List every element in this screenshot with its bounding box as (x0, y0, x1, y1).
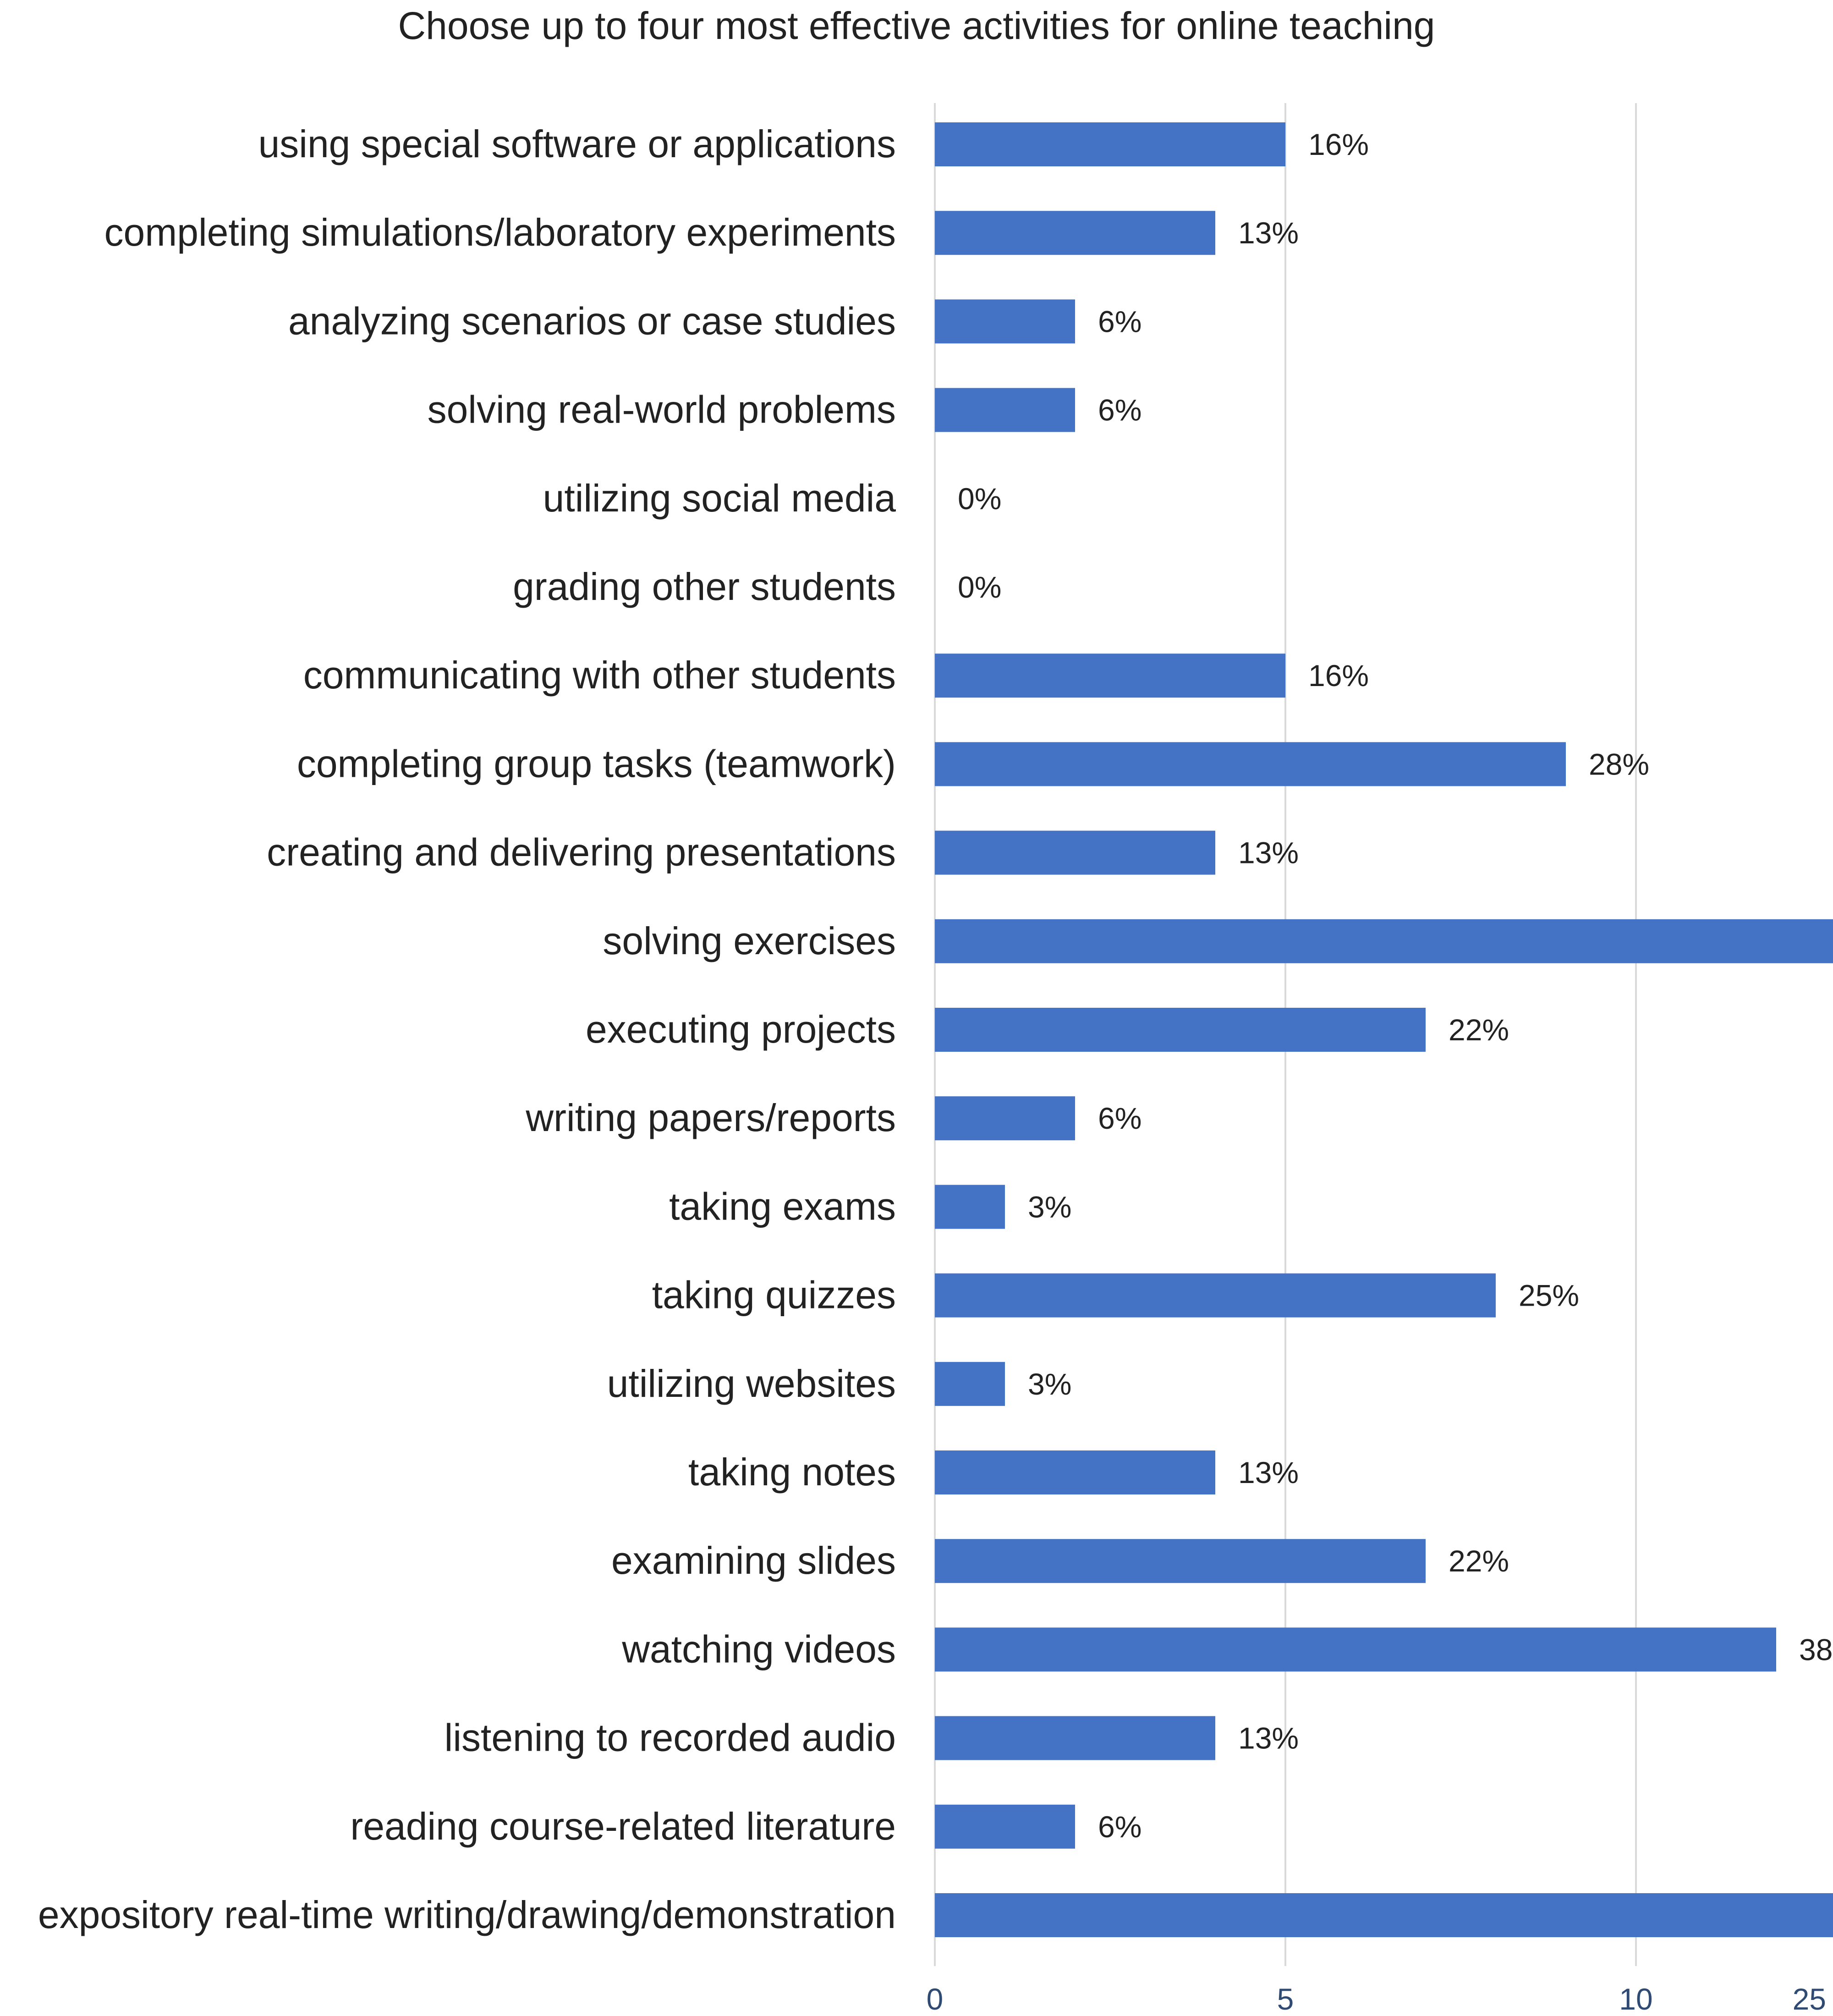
x-axis-ticks: 0510152025 (927, 1982, 1826, 2016)
bar (935, 1804, 1075, 1849)
data-label: 28% (1589, 747, 1649, 781)
category-label: using special software or applications (258, 122, 896, 165)
category-labels: using special software or applications co… (38, 122, 896, 1936)
category-label: solving exercises (603, 919, 896, 962)
bar (935, 1893, 1833, 1937)
chart-title: Choose up to four most effective activit… (398, 4, 1435, 47)
data-label: 0% (958, 570, 1001, 604)
bar (935, 1450, 1215, 1494)
category-label: listening to recorded audio (445, 1716, 896, 1759)
category-label: grading other students (513, 565, 896, 608)
data-label: 6% (1098, 393, 1142, 427)
x-tick-label: 10 (1619, 1982, 1652, 2016)
category-label: utilizing social media (543, 477, 896, 520)
data-label: 22% (1449, 1013, 1509, 1047)
data-label: 13% (1238, 1721, 1299, 1755)
bar (935, 1627, 1776, 1672)
data-label: 22% (1449, 1544, 1509, 1578)
bar (935, 1008, 1426, 1052)
bar (935, 122, 1285, 166)
bar (935, 830, 1215, 875)
category-label: reading course-related literature (350, 1805, 896, 1848)
data-label: 25% (1519, 1279, 1579, 1313)
bar (935, 299, 1075, 344)
category-label: taking exams (669, 1185, 896, 1228)
data-label: 16% (1308, 127, 1369, 161)
category-label: solving real-world problems (428, 388, 896, 431)
data-label: 6% (1098, 304, 1142, 338)
x-tick-label: 5 (1277, 1982, 1294, 2016)
bar (935, 1185, 1005, 1229)
bar (935, 1362, 1005, 1406)
category-label: writing papers/reports (525, 1096, 896, 1139)
category-label: executing projects (586, 1008, 896, 1051)
bars (935, 122, 1833, 1937)
category-label: taking quizzes (652, 1274, 896, 1317)
data-label: 13% (1238, 216, 1299, 250)
category-label: utilizing websites (607, 1362, 896, 1405)
bar (935, 1273, 1496, 1318)
category-label: taking notes (688, 1450, 896, 1494)
data-label: 0% (958, 482, 1001, 516)
data-labels: 16%13%6%6%0%0%16%28%13%53%22%6%3%25%3%13… (958, 127, 1833, 1844)
category-label: completing group tasks (teamwork) (297, 742, 896, 785)
bar (935, 211, 1215, 255)
category-label: watching videos (621, 1627, 896, 1670)
category-label: analyzing scenarios or case studies (288, 299, 896, 342)
data-label: 38% (1799, 1632, 1833, 1666)
bar (935, 1716, 1215, 1760)
data-label: 13% (1238, 836, 1299, 870)
data-label: 6% (1098, 1810, 1142, 1844)
data-label: 3% (1028, 1190, 1071, 1224)
category-label: examining slides (611, 1539, 896, 1582)
bar (935, 919, 1833, 963)
data-label: 6% (1098, 1101, 1142, 1135)
data-label: 3% (1028, 1367, 1071, 1401)
bar (935, 1539, 1426, 1583)
category-label: creating and delivering presentations (267, 831, 896, 874)
category-label: completing simulations/laboratory experi… (104, 211, 896, 254)
data-label: 16% (1308, 659, 1369, 692)
category-label: communicating with other students (303, 654, 896, 697)
bar (935, 1096, 1075, 1141)
x-tick-label: 0 (927, 1982, 944, 2016)
bar (935, 742, 1566, 786)
category-label: expository real-time writing/drawing/dem… (38, 1893, 896, 1936)
data-label: 13% (1238, 1456, 1299, 1489)
x-tick-label: 25 (1793, 1982, 1826, 2016)
bar (935, 654, 1285, 698)
bar (935, 388, 1075, 432)
